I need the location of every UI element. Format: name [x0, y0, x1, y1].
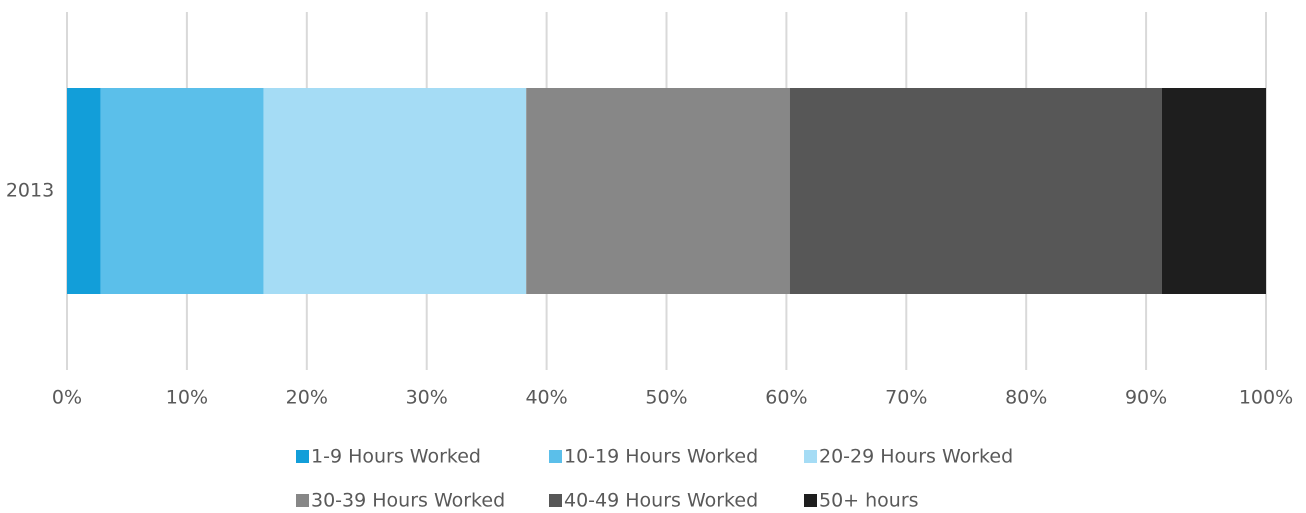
legend-swatch	[296, 494, 309, 507]
x-tick-label: 50%	[645, 387, 687, 409]
bar-segment	[789, 88, 1162, 294]
legend-label: 1-9 Hours Worked	[311, 446, 481, 468]
x-tick-label: 30%	[406, 387, 448, 409]
legend-swatch	[804, 494, 817, 507]
x-tick-label: 90%	[1125, 387, 1167, 409]
legend-swatch	[549, 450, 562, 463]
x-tick-label: 80%	[1005, 387, 1047, 409]
legend-swatch	[549, 494, 562, 507]
bar-segment	[100, 88, 264, 294]
x-tick-label: 60%	[765, 387, 807, 409]
legend-label: 40-49 Hours Worked	[564, 490, 758, 512]
bar-segment	[67, 88, 101, 294]
x-tick-label: 70%	[885, 387, 927, 409]
bar-segment	[1161, 88, 1266, 294]
bar-segment	[263, 88, 527, 294]
legend-label: 20-29 Hours Worked	[819, 446, 1013, 468]
x-tick-label: 0%	[52, 387, 82, 409]
legend-swatch	[804, 450, 817, 463]
legend-swatch	[296, 450, 309, 463]
x-tick-label: 20%	[286, 387, 328, 409]
legend-label: 10-19 Hours Worked	[564, 446, 758, 468]
x-tick-label: 100%	[1239, 387, 1293, 409]
x-tick-label: 40%	[525, 387, 567, 409]
x-tick-label: 10%	[166, 387, 208, 409]
legend-label: 50+ hours	[819, 490, 919, 512]
bar-segment	[526, 88, 790, 294]
legend-label: 30-39 Hours Worked	[311, 490, 505, 512]
y-tick-label: 2013	[6, 180, 54, 202]
